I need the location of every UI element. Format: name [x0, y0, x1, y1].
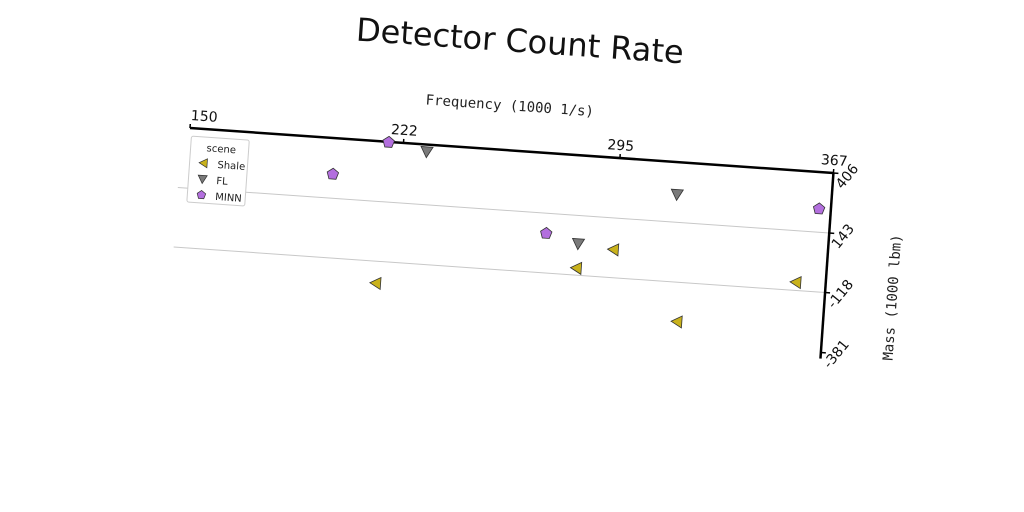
legend-title: scene	[206, 143, 236, 156]
legend-label: Shale	[217, 160, 245, 173]
data-point-shale	[670, 315, 683, 329]
gridline	[173, 246, 826, 294]
legend-pentagon-marker	[196, 190, 207, 200]
y-tick-label: -118	[825, 277, 857, 312]
legend-triangle-down-marker	[197, 174, 208, 185]
data-point-shale	[368, 276, 382, 291]
chart-title: Detector Count Rate	[355, 11, 685, 72]
legend-triangle-left-marker	[198, 158, 208, 169]
data-point-shale	[789, 275, 802, 290]
data-point-minn	[382, 135, 395, 148]
data-point-minn	[540, 226, 553, 239]
y-axis-line	[819, 172, 835, 359]
legend-label: FL	[216, 176, 228, 188]
x-axis-line	[189, 126, 834, 175]
data-point-shale	[569, 261, 583, 276]
data-point-fl	[571, 237, 586, 251]
x-tick-label: 222	[390, 122, 418, 140]
x-tick-label: 367	[820, 152, 848, 170]
data-point-minn	[812, 202, 826, 215]
data-point-fl	[420, 146, 434, 159]
y-tick-label: -381	[820, 337, 852, 372]
data-point-minn	[326, 167, 340, 180]
x-tick-label: 295	[607, 137, 635, 155]
legend-box	[186, 135, 250, 207]
legend-label: MINN	[215, 192, 242, 205]
y-axis-label: Mass (1000 lbm)	[881, 234, 906, 361]
data-point-fl	[670, 188, 685, 202]
x-tick-label: 150	[190, 108, 218, 126]
y-tick-label: 143	[829, 221, 858, 252]
gridline	[177, 186, 830, 234]
data-point-shale	[606, 243, 620, 257]
x-axis-label: Frequency (1000 1/s)	[425, 92, 594, 120]
